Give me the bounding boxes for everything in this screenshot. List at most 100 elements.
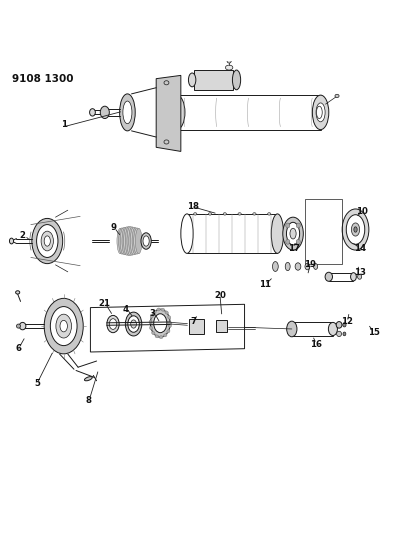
Ellipse shape	[253, 213, 256, 215]
Ellipse shape	[165, 311, 169, 314]
Ellipse shape	[286, 321, 297, 337]
Ellipse shape	[296, 239, 300, 244]
Text: 16: 16	[310, 340, 323, 349]
Ellipse shape	[123, 101, 132, 124]
Ellipse shape	[125, 312, 142, 336]
Text: 12: 12	[341, 318, 353, 327]
Ellipse shape	[316, 106, 322, 118]
Text: 1: 1	[61, 120, 67, 129]
Ellipse shape	[16, 324, 21, 328]
Ellipse shape	[188, 73, 196, 87]
Text: 14: 14	[353, 244, 366, 253]
Ellipse shape	[132, 228, 139, 254]
Ellipse shape	[41, 231, 53, 251]
Ellipse shape	[314, 264, 318, 269]
Ellipse shape	[136, 228, 142, 254]
Ellipse shape	[37, 224, 58, 257]
Text: 8: 8	[85, 395, 91, 405]
Ellipse shape	[120, 94, 135, 131]
Ellipse shape	[127, 227, 134, 256]
Ellipse shape	[316, 103, 325, 122]
Text: 7: 7	[190, 318, 196, 327]
Ellipse shape	[60, 320, 67, 332]
Ellipse shape	[143, 236, 149, 246]
Ellipse shape	[120, 228, 127, 254]
Text: 17: 17	[288, 244, 300, 253]
Ellipse shape	[153, 310, 156, 313]
Ellipse shape	[194, 213, 197, 215]
Ellipse shape	[290, 228, 296, 239]
Ellipse shape	[351, 223, 360, 236]
Text: 10: 10	[356, 206, 367, 215]
Ellipse shape	[150, 326, 152, 330]
Ellipse shape	[150, 309, 170, 337]
Ellipse shape	[100, 106, 109, 118]
Ellipse shape	[286, 222, 300, 245]
Ellipse shape	[336, 321, 342, 328]
Ellipse shape	[56, 314, 72, 338]
Ellipse shape	[286, 223, 290, 228]
Text: 20: 20	[214, 291, 226, 300]
Ellipse shape	[285, 262, 290, 271]
Text: 6: 6	[16, 344, 21, 353]
Text: 18: 18	[187, 203, 199, 212]
Text: 11: 11	[259, 280, 271, 289]
Ellipse shape	[150, 314, 153, 318]
Ellipse shape	[283, 217, 303, 250]
Ellipse shape	[295, 263, 301, 270]
Ellipse shape	[44, 236, 51, 246]
Text: 21: 21	[99, 299, 111, 308]
Bar	[305, 199, 342, 264]
Ellipse shape	[169, 324, 171, 327]
Ellipse shape	[128, 316, 139, 332]
Ellipse shape	[169, 95, 185, 130]
Ellipse shape	[358, 274, 362, 279]
Ellipse shape	[325, 272, 332, 281]
Ellipse shape	[272, 262, 278, 271]
Ellipse shape	[134, 228, 140, 254]
Ellipse shape	[342, 209, 369, 250]
Ellipse shape	[125, 227, 132, 256]
Text: 2: 2	[20, 231, 25, 240]
Ellipse shape	[90, 109, 95, 116]
Text: 5: 5	[34, 379, 40, 388]
Bar	[194, 70, 233, 90]
Ellipse shape	[271, 214, 284, 253]
Ellipse shape	[337, 331, 342, 336]
Ellipse shape	[154, 314, 167, 333]
Ellipse shape	[122, 227, 129, 255]
Ellipse shape	[351, 273, 356, 281]
Ellipse shape	[167, 329, 170, 333]
Ellipse shape	[155, 335, 159, 338]
Ellipse shape	[161, 308, 165, 311]
Ellipse shape	[141, 233, 151, 249]
Ellipse shape	[117, 228, 123, 254]
Text: 9: 9	[110, 223, 116, 232]
Ellipse shape	[157, 308, 160, 311]
Ellipse shape	[328, 322, 337, 336]
Ellipse shape	[286, 239, 290, 244]
Ellipse shape	[238, 213, 241, 215]
Ellipse shape	[181, 214, 193, 253]
Ellipse shape	[119, 228, 125, 254]
Ellipse shape	[9, 238, 14, 244]
Ellipse shape	[16, 290, 20, 294]
Ellipse shape	[19, 322, 26, 330]
Ellipse shape	[208, 213, 212, 215]
Ellipse shape	[346, 215, 365, 244]
Ellipse shape	[32, 219, 62, 264]
Ellipse shape	[109, 319, 117, 329]
Ellipse shape	[124, 227, 130, 255]
Ellipse shape	[343, 323, 346, 327]
Ellipse shape	[159, 336, 163, 338]
Ellipse shape	[335, 94, 339, 98]
Ellipse shape	[130, 227, 137, 255]
Ellipse shape	[169, 321, 172, 325]
Ellipse shape	[233, 70, 241, 90]
Ellipse shape	[129, 227, 135, 255]
Bar	[216, 320, 227, 332]
Ellipse shape	[268, 213, 271, 215]
Text: 13: 13	[353, 268, 366, 277]
Ellipse shape	[149, 320, 152, 324]
Ellipse shape	[131, 320, 136, 328]
